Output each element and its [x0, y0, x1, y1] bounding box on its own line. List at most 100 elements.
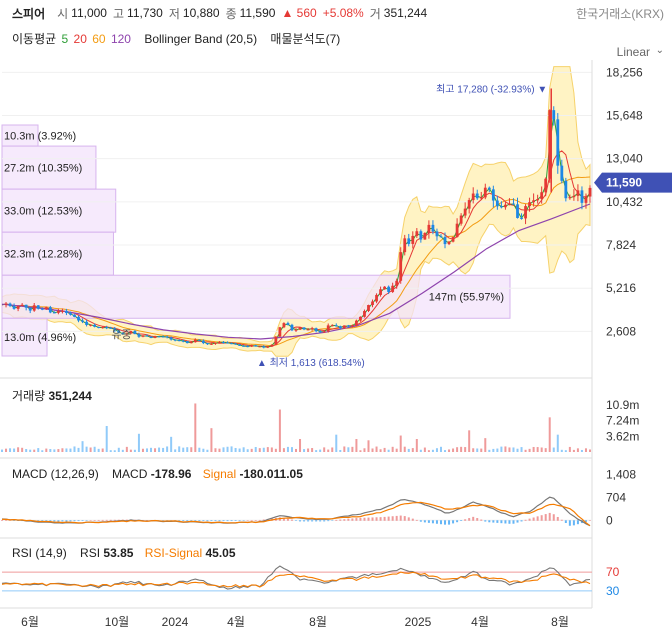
stock-name[interactable]: 스피어: [12, 6, 46, 21]
candle-body: [121, 333, 125, 335]
candle-body: [576, 190, 580, 196]
volume-bar: [331, 447, 334, 452]
change-percent: +5.08%: [322, 6, 364, 20]
candle-body: [439, 236, 443, 238]
candle-body: [89, 324, 93, 326]
macd-histogram-bar: [311, 520, 314, 522]
chevron-down-icon[interactable]: ⌄: [655, 45, 664, 56]
macd-histogram-bar: [290, 519, 293, 521]
macd-histogram-bar: [85, 520, 88, 521]
candle-body: [73, 314, 76, 317]
volume-bar: [572, 449, 575, 452]
macd-histogram-bar: [383, 516, 386, 521]
ma20-label[interactable]: 20: [73, 32, 87, 46]
candle-body: [230, 343, 233, 345]
price-pane[interactable]: 10.3m (3.92%) 27.2m (10.35%) 33.0m (12.53%…: [1, 65, 672, 369]
macd-histogram-bar: [327, 520, 330, 522]
macd-label: MACD: [112, 467, 148, 481]
macd-histogram-bar: [218, 520, 221, 522]
macd-histogram-bar: [299, 520, 302, 522]
volume-bar: [5, 448, 8, 452]
volume-profile-label: 33.0m (12.53%): [4, 206, 82, 218]
macd-histogram-bar: [403, 516, 406, 521]
volume-bar: [375, 446, 378, 452]
volume-profile-label[interactable]: 매물분석도(7): [270, 32, 341, 46]
volume-bar: [540, 447, 543, 452]
candle-body: [544, 178, 548, 193]
candle-body: [516, 204, 519, 218]
macd-histogram-bar: [407, 517, 410, 521]
macd-histogram-bar: [556, 516, 559, 521]
volume-tick-label: 7.24m: [606, 414, 639, 428]
candle-body: [189, 342, 193, 344]
candle-body: [181, 340, 185, 342]
ma60-label[interactable]: 60: [92, 32, 106, 46]
volume-bar: [472, 448, 475, 452]
ma-label[interactable]: 이동평균: [12, 32, 57, 46]
volume-bar: [81, 441, 84, 452]
candle-body: [512, 203, 515, 205]
macd-histogram-bar: [69, 520, 72, 522]
candle-body: [540, 192, 544, 200]
candle-body: [314, 328, 318, 332]
candle-body: [69, 313, 72, 315]
macd-histogram-bar: [186, 520, 189, 522]
rsi-label: RSI: [80, 546, 101, 560]
macd-histogram-bar: [528, 518, 531, 521]
candle-body: [165, 336, 169, 338]
volume-bar: [113, 450, 116, 452]
candle-body: [318, 331, 322, 333]
candle-body: [193, 339, 197, 343]
macd-histogram-bar: [303, 520, 306, 522]
macd-histogram-bar: [504, 520, 507, 524]
volume-bar: [383, 447, 386, 452]
volume-bar: [141, 448, 144, 452]
macd-histogram-bar: [323, 520, 326, 522]
candle-body: [8, 303, 12, 306]
candle-body: [149, 336, 153, 338]
macd-histogram-bar: [41, 520, 44, 522]
candle-body: [504, 204, 507, 208]
volume-profile-bar: [1, 231, 114, 276]
macd-histogram-bar: [355, 518, 358, 521]
volume-bar: [500, 446, 503, 452]
volume-bar: [250, 448, 253, 452]
volume-bar: [29, 449, 32, 452]
candle-body: [459, 215, 463, 224]
candle-body: [65, 310, 68, 314]
macd-histogram-bar: [89, 520, 92, 521]
candle-body: [451, 237, 455, 242]
candle-body: [588, 187, 592, 197]
candle-body: [197, 339, 201, 341]
candle-body: [266, 346, 270, 348]
macd-histogram-bar: [331, 520, 334, 521]
macd-histogram-bar: [544, 514, 547, 521]
ma5-label[interactable]: 5: [61, 32, 69, 46]
candle-body: [499, 206, 503, 208]
macd-pane[interactable]: 1,408 704 0: [1, 468, 636, 528]
open-label: 시: [57, 6, 69, 21]
macd-histogram-bar: [246, 520, 249, 521]
volume-bar: [307, 448, 310, 452]
rsi-signal-line: [1, 571, 591, 588]
scale-mode-select[interactable]: Linear: [616, 45, 650, 59]
ma120-line: [1, 203, 591, 340]
macd-histogram-bar: [77, 520, 80, 522]
candle-body: [282, 323, 286, 328]
low-label: 저: [168, 6, 180, 21]
macd-histogram-bar: [210, 520, 213, 522]
macd-tick-label: 704: [606, 490, 626, 504]
candle-body: [355, 320, 358, 326]
candle-body: [274, 336, 278, 345]
macd-histogram-bar: [351, 518, 354, 521]
candle-body: [294, 329, 298, 331]
candle-body: [246, 346, 250, 348]
volume-bar: [516, 448, 519, 452]
ma120-label[interactable]: 120: [110, 32, 131, 46]
candle-body: [20, 304, 24, 307]
bollinger-label[interactable]: Bollinger Band (20,5): [144, 32, 258, 46]
macd-histogram-bar: [145, 520, 148, 521]
